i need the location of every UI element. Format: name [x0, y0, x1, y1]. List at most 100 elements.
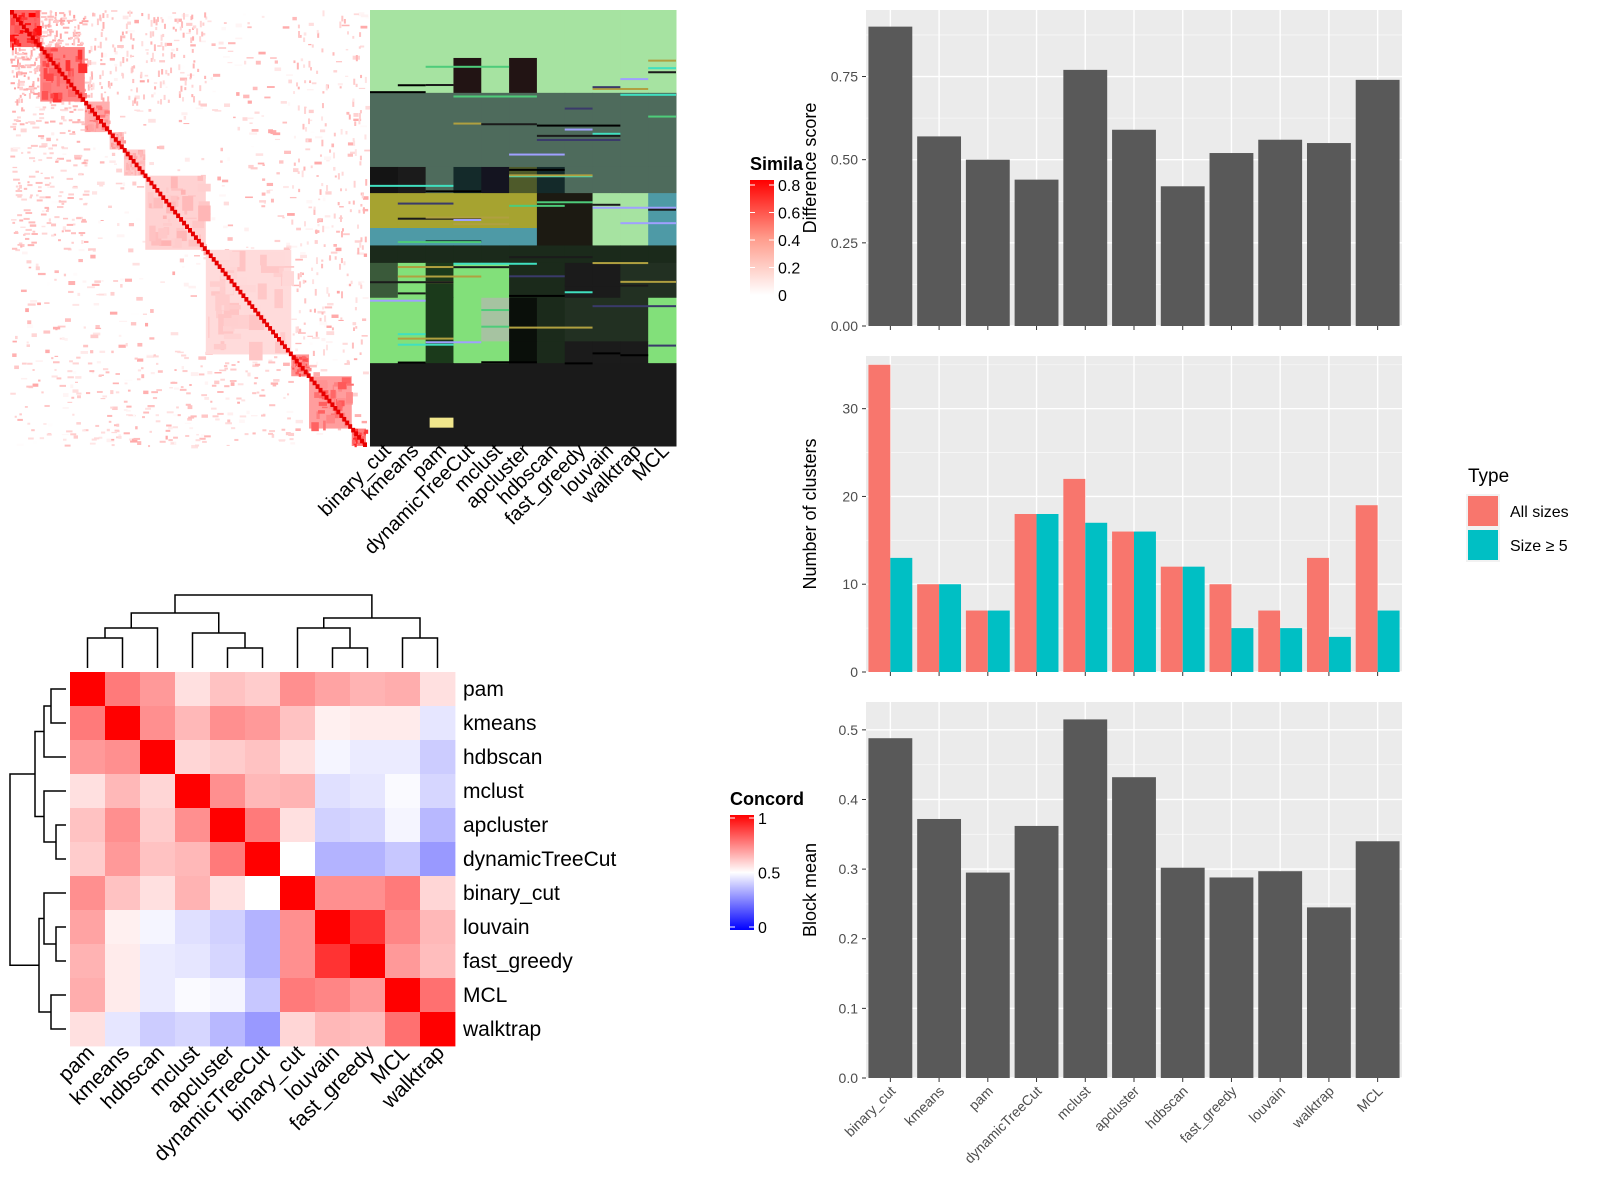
similarity-speckle: [250, 247, 255, 250]
similarity-speckle: [305, 138, 312, 143]
similarity-band-cell: [162, 80, 165, 85]
similarity-band-cell: [73, 164, 78, 167]
similarity-diagonal-cell: [208, 253, 213, 259]
similarity-band-cell: [64, 444, 71, 447]
similarity-band-cell: [122, 56, 125, 64]
legend-tick-label: 0: [778, 288, 787, 305]
similarity-band-cell: [311, 44, 314, 48]
similarity-speckle: [316, 175, 319, 177]
similarity-speckle: [274, 239, 281, 243]
similarity-block-cell: [257, 283, 267, 300]
similarity-diagonal-cell: [205, 249, 210, 255]
similarity-band-cell: [81, 20, 89, 23]
similarity-diagonal-cell: [188, 228, 192, 233]
similarity-speckle: [365, 16, 369, 19]
similarity-band-cell: [39, 113, 44, 116]
y-tick-label: 0.1: [839, 1000, 859, 1016]
similarity-speckle: [184, 356, 189, 360]
similarity-diagonal-cell: [253, 307, 258, 313]
similarity-band-cell: [68, 10, 71, 16]
similarity-band-cell: [39, 108, 46, 111]
similarity-speckle: [181, 14, 189, 17]
concordance-cell: [280, 910, 316, 945]
similarity-band-cell: [87, 86, 90, 91]
similarity-band-cell: [195, 444, 200, 447]
similarity-block-cell: [334, 397, 336, 409]
similarity-speckle: [144, 74, 149, 77]
similarity-speckle: [48, 218, 51, 222]
similarity-band-cell: [220, 378, 225, 381]
similarity-speckle: [235, 23, 242, 28]
concordance-cell: [420, 808, 456, 843]
similarity-band-cell: [333, 213, 336, 219]
similarity-diagonal-cell: [149, 180, 154, 186]
similarity-band-cell: [32, 230, 36, 233]
similarity-speckle: [64, 338, 68, 341]
annotation-stripe: [648, 115, 676, 118]
similarity-block-cell: [326, 414, 335, 424]
concordance-legend: Concord 10.50: [730, 789, 804, 937]
annotation-cell: [648, 245, 677, 264]
similarity-band-cell: [197, 68, 200, 73]
similarity-speckle: [312, 337, 320, 339]
annotation-cell: [453, 10, 482, 59]
similarity-diagonal-cell: [193, 235, 198, 240]
similarity-speckle: [148, 118, 156, 123]
annotation-stripe: [620, 78, 649, 81]
similarity-block-cell: [65, 60, 71, 72]
bar: [1355, 79, 1400, 326]
similarity-speckle: [62, 226, 66, 231]
similarity-band-cell: [68, 37, 72, 40]
similarity-block-cell: [187, 195, 196, 197]
similarity-speckle: [116, 168, 123, 173]
annotation-cell: [370, 262, 399, 299]
similarity-diagonal-cell: [256, 311, 261, 317]
similarity-band-cell: [204, 80, 207, 84]
similarity-speckle: [115, 182, 123, 185]
similarity-speckle: [227, 224, 234, 227]
cluster-annotation-heatmap: [370, 10, 677, 447]
bar: [1355, 841, 1400, 1078]
similarity-block-cell: [78, 63, 88, 74]
similarity-speckle: [124, 278, 133, 282]
similarity-band-cell: [319, 317, 322, 322]
similarity-band-cell: [77, 44, 83, 47]
similarity-band-cell: [20, 72, 28, 75]
similarity-block-cell: [45, 63, 50, 68]
similarity-band-cell: [76, 217, 82, 220]
concordance-cell: [210, 706, 246, 741]
similarity-band-cell: [261, 389, 265, 392]
concordance-cell: [315, 876, 351, 911]
similarity-band-cell: [147, 79, 150, 83]
similarity-block-cell: [317, 380, 328, 390]
similarity-block-cell: [227, 305, 241, 310]
similarity-band-cell: [12, 110, 16, 113]
similarity-speckle: [113, 78, 118, 81]
similarity-band-cell: [315, 331, 318, 337]
similarity-speckle: [191, 440, 197, 445]
similarity-band-cell: [114, 429, 120, 432]
similarity-block-cell: [355, 428, 357, 432]
similarity-block-cell: [192, 229, 202, 231]
annotation-stripe: [425, 84, 454, 87]
similarity-speckle: [116, 423, 120, 427]
similarity-speckle: [300, 254, 307, 259]
similarity-block-cell: [341, 405, 343, 412]
concordance-cell: [350, 910, 386, 945]
similarity-speckle: [57, 325, 66, 328]
similarity-band-cell: [13, 231, 19, 234]
similarity-band-cell: [44, 24, 49, 27]
similarity-block-cell: [341, 412, 346, 421]
similarity-block-cell: [133, 155, 138, 160]
similarity-band-cell: [162, 53, 165, 57]
similarity-band-cell: [25, 212, 33, 215]
bar: [965, 872, 1010, 1078]
bar: [1014, 514, 1037, 672]
similarity-band-cell: [145, 33, 148, 36]
similarity-band-cell: [337, 173, 340, 180]
similarity-block-cell: [36, 37, 40, 46]
similarity-block-cell: [184, 209, 188, 215]
similarity-band-cell: [315, 257, 318, 265]
annotation-stripe: [425, 216, 510, 219]
similarity-band-cell: [102, 368, 109, 371]
